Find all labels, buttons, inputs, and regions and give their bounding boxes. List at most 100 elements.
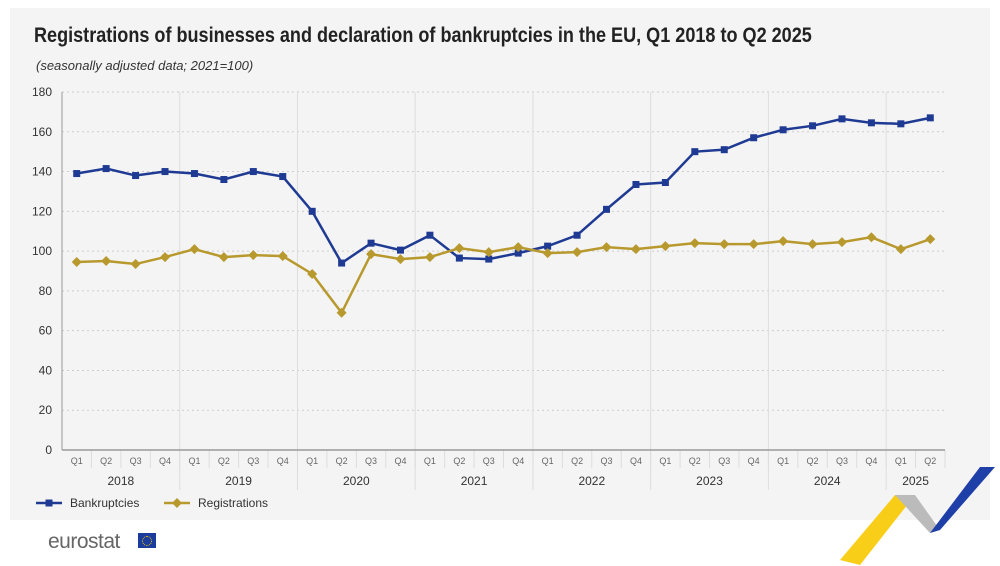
x-quarter-label: Q1	[424, 456, 436, 466]
data-point-bankruptcies	[73, 170, 81, 178]
data-point-registrations	[866, 232, 877, 243]
x-quarter-label: Q3	[601, 456, 613, 466]
data-point-bankruptcies	[867, 119, 875, 127]
eu-flag-icon	[138, 533, 156, 548]
data-point-registrations	[336, 307, 347, 318]
data-point-bankruptcies	[102, 165, 110, 173]
data-point-registrations	[101, 256, 112, 267]
x-quarter-label: Q3	[365, 456, 377, 466]
data-point-bankruptcies	[691, 148, 699, 156]
y-tick-label: 140	[32, 165, 52, 179]
data-point-bankruptcies	[514, 249, 522, 257]
data-point-registrations	[895, 244, 906, 255]
data-point-registrations	[395, 254, 406, 265]
data-point-bankruptcies	[132, 172, 140, 180]
y-tick-label: 60	[39, 324, 53, 338]
data-point-registrations	[925, 234, 936, 245]
x-quarter-label: Q1	[306, 456, 318, 466]
data-point-bankruptcies	[809, 122, 817, 130]
x-quarter-label: Q1	[895, 456, 907, 466]
y-tick-label: 0	[45, 443, 52, 457]
legend-marker	[172, 498, 182, 508]
data-point-bankruptcies	[661, 178, 669, 186]
data-point-bankruptcies	[426, 231, 434, 239]
y-tick-label: 20	[39, 403, 53, 417]
data-point-bankruptcies	[838, 115, 846, 123]
x-quarter-label: Q3	[836, 456, 848, 466]
x-year-label: 2020	[343, 474, 370, 488]
data-point-bankruptcies	[485, 255, 493, 263]
data-point-registrations	[248, 250, 259, 261]
data-point-registrations	[483, 247, 494, 258]
x-year-label: 2021	[461, 474, 488, 488]
data-point-registrations	[71, 257, 82, 268]
data-point-bankruptcies	[367, 239, 375, 247]
data-point-bankruptcies	[338, 259, 346, 267]
chart-card	[10, 8, 990, 520]
x-quarter-label: Q4	[277, 456, 289, 466]
data-point-bankruptcies	[279, 173, 287, 181]
x-quarter-label: Q4	[865, 456, 877, 466]
x-quarter-label: Q3	[130, 456, 142, 466]
eurostat-logo: eurostat	[48, 530, 120, 553]
data-point-registrations	[778, 236, 789, 247]
data-point-bankruptcies	[161, 168, 169, 176]
data-point-registrations	[689, 238, 700, 249]
data-point-registrations	[130, 259, 141, 270]
data-point-registrations	[542, 248, 553, 259]
x-year-label: 2024	[814, 474, 841, 488]
data-point-bankruptcies	[632, 180, 640, 188]
x-quarter-label: Q4	[159, 456, 171, 466]
data-point-registrations	[572, 247, 583, 258]
chart-title: Registrations of businesses and declarat…	[34, 24, 812, 47]
x-year-label: 2022	[578, 474, 605, 488]
data-point-registrations	[719, 239, 730, 250]
chart-subtitle: (seasonally adjusted data; 2021=100)	[36, 58, 254, 73]
data-point-bankruptcies	[220, 176, 228, 184]
data-point-bankruptcies	[544, 242, 552, 250]
data-point-bankruptcies	[573, 231, 581, 239]
x-quarter-label: Q2	[571, 456, 583, 466]
x-year-label: 2018	[108, 474, 135, 488]
x-quarter-label: Q2	[689, 456, 701, 466]
data-point-bankruptcies	[249, 168, 257, 176]
x-quarter-label: Q2	[336, 456, 348, 466]
legend-label: Bankruptcies	[70, 496, 139, 510]
data-point-bankruptcies	[750, 134, 758, 142]
y-tick-label: 180	[32, 85, 52, 99]
data-point-registrations	[218, 252, 229, 263]
y-tick-label: 40	[39, 363, 53, 377]
data-point-bankruptcies	[926, 114, 934, 122]
data-point-registrations	[748, 239, 759, 250]
data-point-registrations	[601, 242, 612, 253]
data-point-registrations	[630, 244, 641, 255]
data-point-bankruptcies	[720, 146, 728, 154]
x-quarter-label: Q3	[718, 456, 730, 466]
data-point-bankruptcies	[455, 254, 463, 262]
data-point-registrations	[160, 252, 171, 263]
data-point-registrations	[424, 252, 435, 263]
x-quarter-label: Q1	[71, 456, 83, 466]
data-point-bankruptcies	[779, 126, 787, 134]
x-quarter-label: Q3	[247, 456, 259, 466]
x-quarter-label: Q2	[218, 456, 230, 466]
data-point-bankruptcies	[308, 207, 316, 215]
data-point-registrations	[189, 244, 200, 255]
x-quarter-label: Q1	[777, 456, 789, 466]
x-quarter-label: Q1	[188, 456, 200, 466]
x-year-label: 2023	[696, 474, 723, 488]
data-point-registrations	[513, 242, 524, 253]
data-point-registrations	[277, 251, 288, 262]
data-point-registrations	[454, 243, 465, 254]
x-quarter-label: Q2	[100, 456, 112, 466]
legend-marker	[45, 499, 53, 507]
data-point-registrations	[366, 249, 377, 260]
x-quarter-label: Q4	[512, 456, 524, 466]
series-line-bankruptcies	[76, 116, 931, 265]
x-quarter-label: Q2	[453, 456, 465, 466]
x-quarter-label: Q1	[542, 456, 554, 466]
data-point-registrations	[836, 237, 847, 248]
x-year-label: 2025	[902, 474, 929, 488]
data-point-bankruptcies	[603, 205, 611, 213]
